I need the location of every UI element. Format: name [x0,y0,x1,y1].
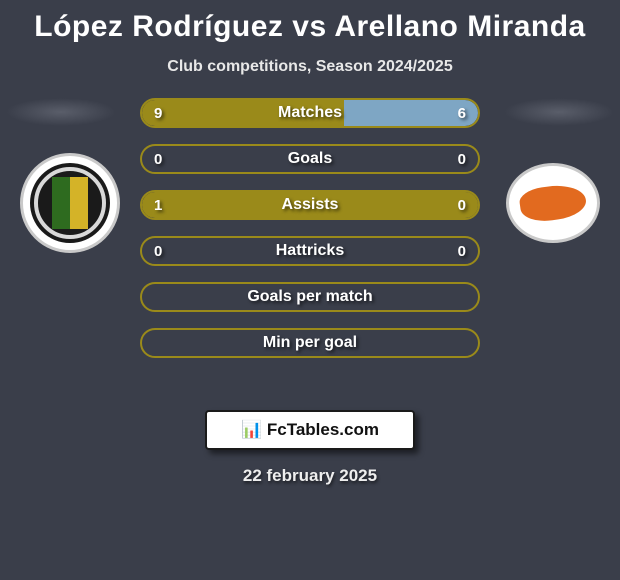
stat-row-gpm: Goals per match [140,282,480,312]
club-badge-left [20,153,120,253]
brand-badge: 📊 FcTables.com [205,410,415,450]
stat-label: Goals [142,146,478,172]
club-logo-right [514,172,592,234]
stat-bars: Matches96Goals00Assists10Hattricks00Goal… [140,98,480,374]
stat-value-left: 0 [154,146,162,172]
snapshot-date: 22 february 2025 [0,466,620,486]
stat-value-right: 0 [458,238,466,264]
stat-row-assists: Assists1 0 [140,190,480,220]
halo-left [6,98,116,126]
halo-right [504,98,614,126]
stat-label: Matches [142,100,478,126]
stat-label: Goals per match [142,284,478,310]
stat-value-left: 0 [154,238,162,264]
page-title: López Rodríguez vs Arellano Miranda [0,0,620,44]
club-badge-right [506,163,600,243]
stat-value-right: 0 [458,146,466,172]
stat-label: Hattricks [142,238,478,264]
stat-row-mpg: Min per goal [140,328,480,358]
stat-label: Min per goal [142,330,478,356]
club-logo-left [30,163,110,243]
stat-label: Assists [142,192,478,218]
stat-value-left: 9 [154,100,162,126]
stat-value-left: 1 [154,192,162,218]
stat-value-right: 6 [458,100,466,126]
stat-row-hattricks: Hattricks0 0 [140,236,480,266]
page-subtitle: Club competitions, Season 2024/2025 [0,58,620,76]
stat-row-matches: Matches9 6 [140,98,480,128]
stat-value-right: 0 [458,192,466,218]
comparison-area: Matches96Goals00Assists10Hattricks00Goal… [0,98,620,398]
stat-row-goals: Goals0 0 [140,144,480,174]
